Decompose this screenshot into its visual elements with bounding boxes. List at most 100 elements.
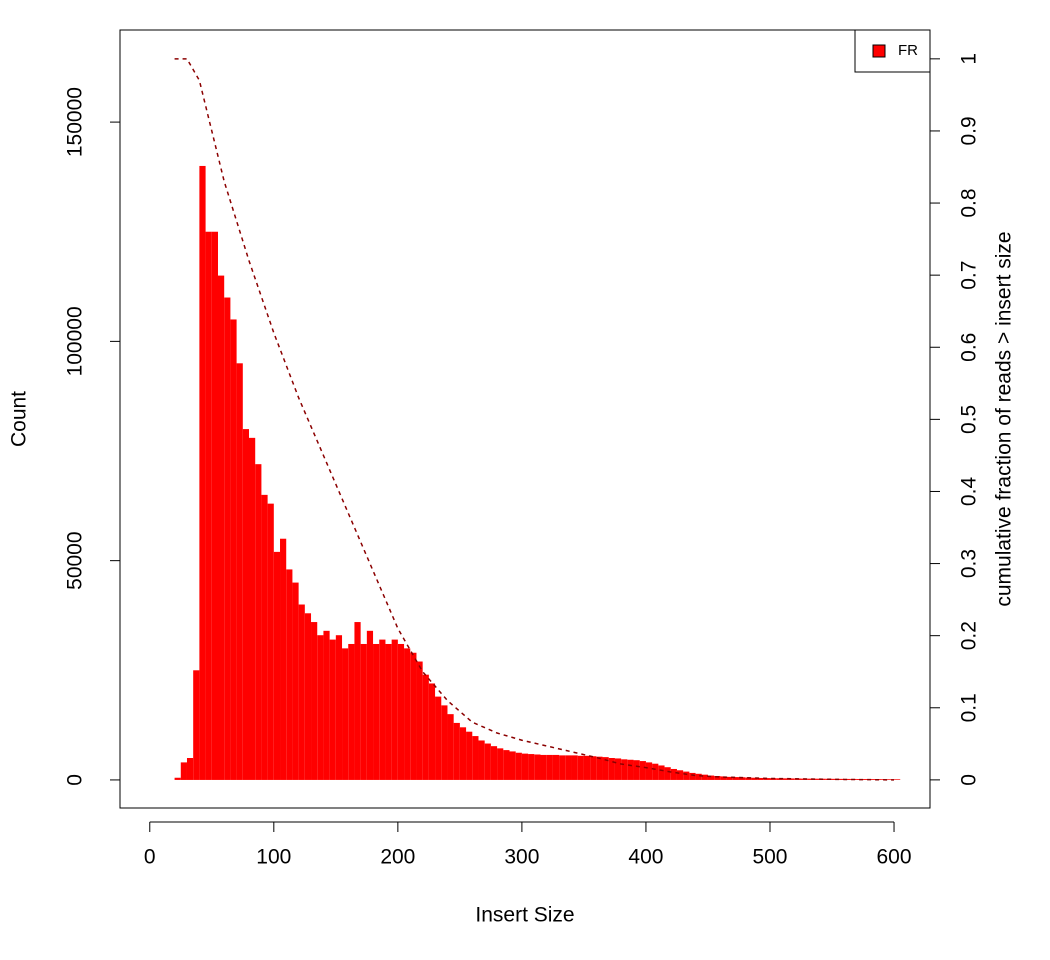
bar — [267, 503, 274, 780]
bar — [707, 775, 715, 780]
bar — [645, 762, 653, 780]
bar — [453, 722, 460, 780]
legend-swatch — [872, 44, 886, 58]
bar — [565, 755, 572, 780]
bar — [286, 569, 293, 780]
bar — [757, 777, 764, 780]
bar — [863, 779, 870, 780]
bar — [379, 639, 386, 780]
y2-tick-label: 0 — [958, 774, 981, 786]
bar — [844, 778, 851, 780]
bar — [292, 582, 299, 780]
y2-tick-label: 0.4 — [958, 477, 981, 507]
bar — [404, 648, 411, 780]
bar — [552, 754, 560, 780]
bar — [807, 778, 814, 780]
bar — [236, 363, 243, 780]
x-tick-label: 600 — [877, 846, 912, 869]
bar — [217, 275, 225, 780]
bar — [596, 756, 603, 780]
bar — [329, 639, 336, 780]
bar — [342, 648, 349, 780]
bar — [193, 670, 200, 780]
bar — [224, 297, 231, 780]
x-tick-label: 0 — [144, 846, 156, 869]
y2-tick-label: 0.5 — [958, 405, 981, 434]
y2-tick-label: 0.2 — [958, 621, 981, 650]
bar — [435, 696, 442, 780]
y2-tick-label: 0.8 — [958, 188, 981, 217]
bar — [695, 773, 702, 780]
bar — [627, 759, 634, 780]
bar — [732, 777, 739, 780]
cumulative-line — [174, 58, 895, 781]
bar — [683, 771, 690, 780]
bar — [298, 604, 305, 780]
bar — [602, 757, 609, 780]
bar — [230, 319, 237, 780]
bar — [180, 762, 187, 780]
bar — [670, 768, 677, 780]
bar — [714, 775, 721, 780]
bar — [664, 767, 671, 780]
bar — [397, 643, 405, 780]
bar — [484, 743, 491, 780]
bar — [701, 774, 708, 780]
y-tick-label: 50000 — [64, 531, 87, 589]
bar — [894, 779, 901, 780]
bar — [577, 755, 584, 780]
y2-tick-label: 0.6 — [958, 333, 981, 362]
bar — [639, 761, 646, 780]
bar — [205, 231, 212, 780]
bar — [788, 778, 795, 780]
legend-box — [854, 29, 931, 73]
bar — [813, 778, 820, 780]
y2-tick-label: 0.9 — [958, 116, 981, 145]
bar — [497, 748, 504, 780]
bar — [199, 165, 206, 780]
y-axis-label: Count — [8, 391, 31, 447]
bar — [838, 778, 845, 780]
bar — [366, 630, 374, 780]
y2-tick-label: 0.3 — [958, 549, 981, 578]
y2-tick-label: 0.1 — [958, 693, 981, 722]
bar — [447, 714, 454, 780]
y-tick-label: 100000 — [64, 306, 87, 376]
bar — [311, 622, 318, 780]
x-tick-label: 200 — [380, 846, 415, 869]
bar — [459, 727, 467, 780]
y2-axis-label: cumulative fraction of reads > insert si… — [993, 231, 1016, 606]
bar — [738, 777, 746, 780]
x-tick-label: 100 — [256, 846, 291, 869]
bar — [745, 777, 752, 780]
x-axis-label: Insert Size — [475, 904, 574, 927]
bar — [391, 639, 398, 780]
bar — [478, 740, 485, 780]
bar — [410, 652, 417, 780]
bar — [546, 754, 553, 780]
x-tick-label: 500 — [752, 846, 787, 869]
bar — [515, 752, 522, 780]
bar — [571, 755, 578, 780]
bar — [676, 770, 684, 780]
bar — [335, 635, 343, 780]
bar — [255, 464, 262, 780]
y-tick-label: 150000 — [64, 87, 87, 157]
bar — [583, 755, 591, 780]
bar — [503, 750, 510, 780]
bar — [887, 779, 895, 780]
bar — [782, 778, 789, 780]
bar — [385, 643, 392, 780]
bar — [174, 777, 181, 780]
bar — [521, 753, 529, 780]
bar — [360, 643, 367, 780]
bar — [304, 613, 312, 780]
bar — [323, 630, 330, 780]
bar — [590, 756, 597, 780]
x-tick-label: 300 — [504, 846, 539, 869]
bar — [211, 231, 218, 780]
bar — [373, 643, 380, 780]
bar — [261, 494, 268, 780]
bar — [186, 758, 194, 780]
